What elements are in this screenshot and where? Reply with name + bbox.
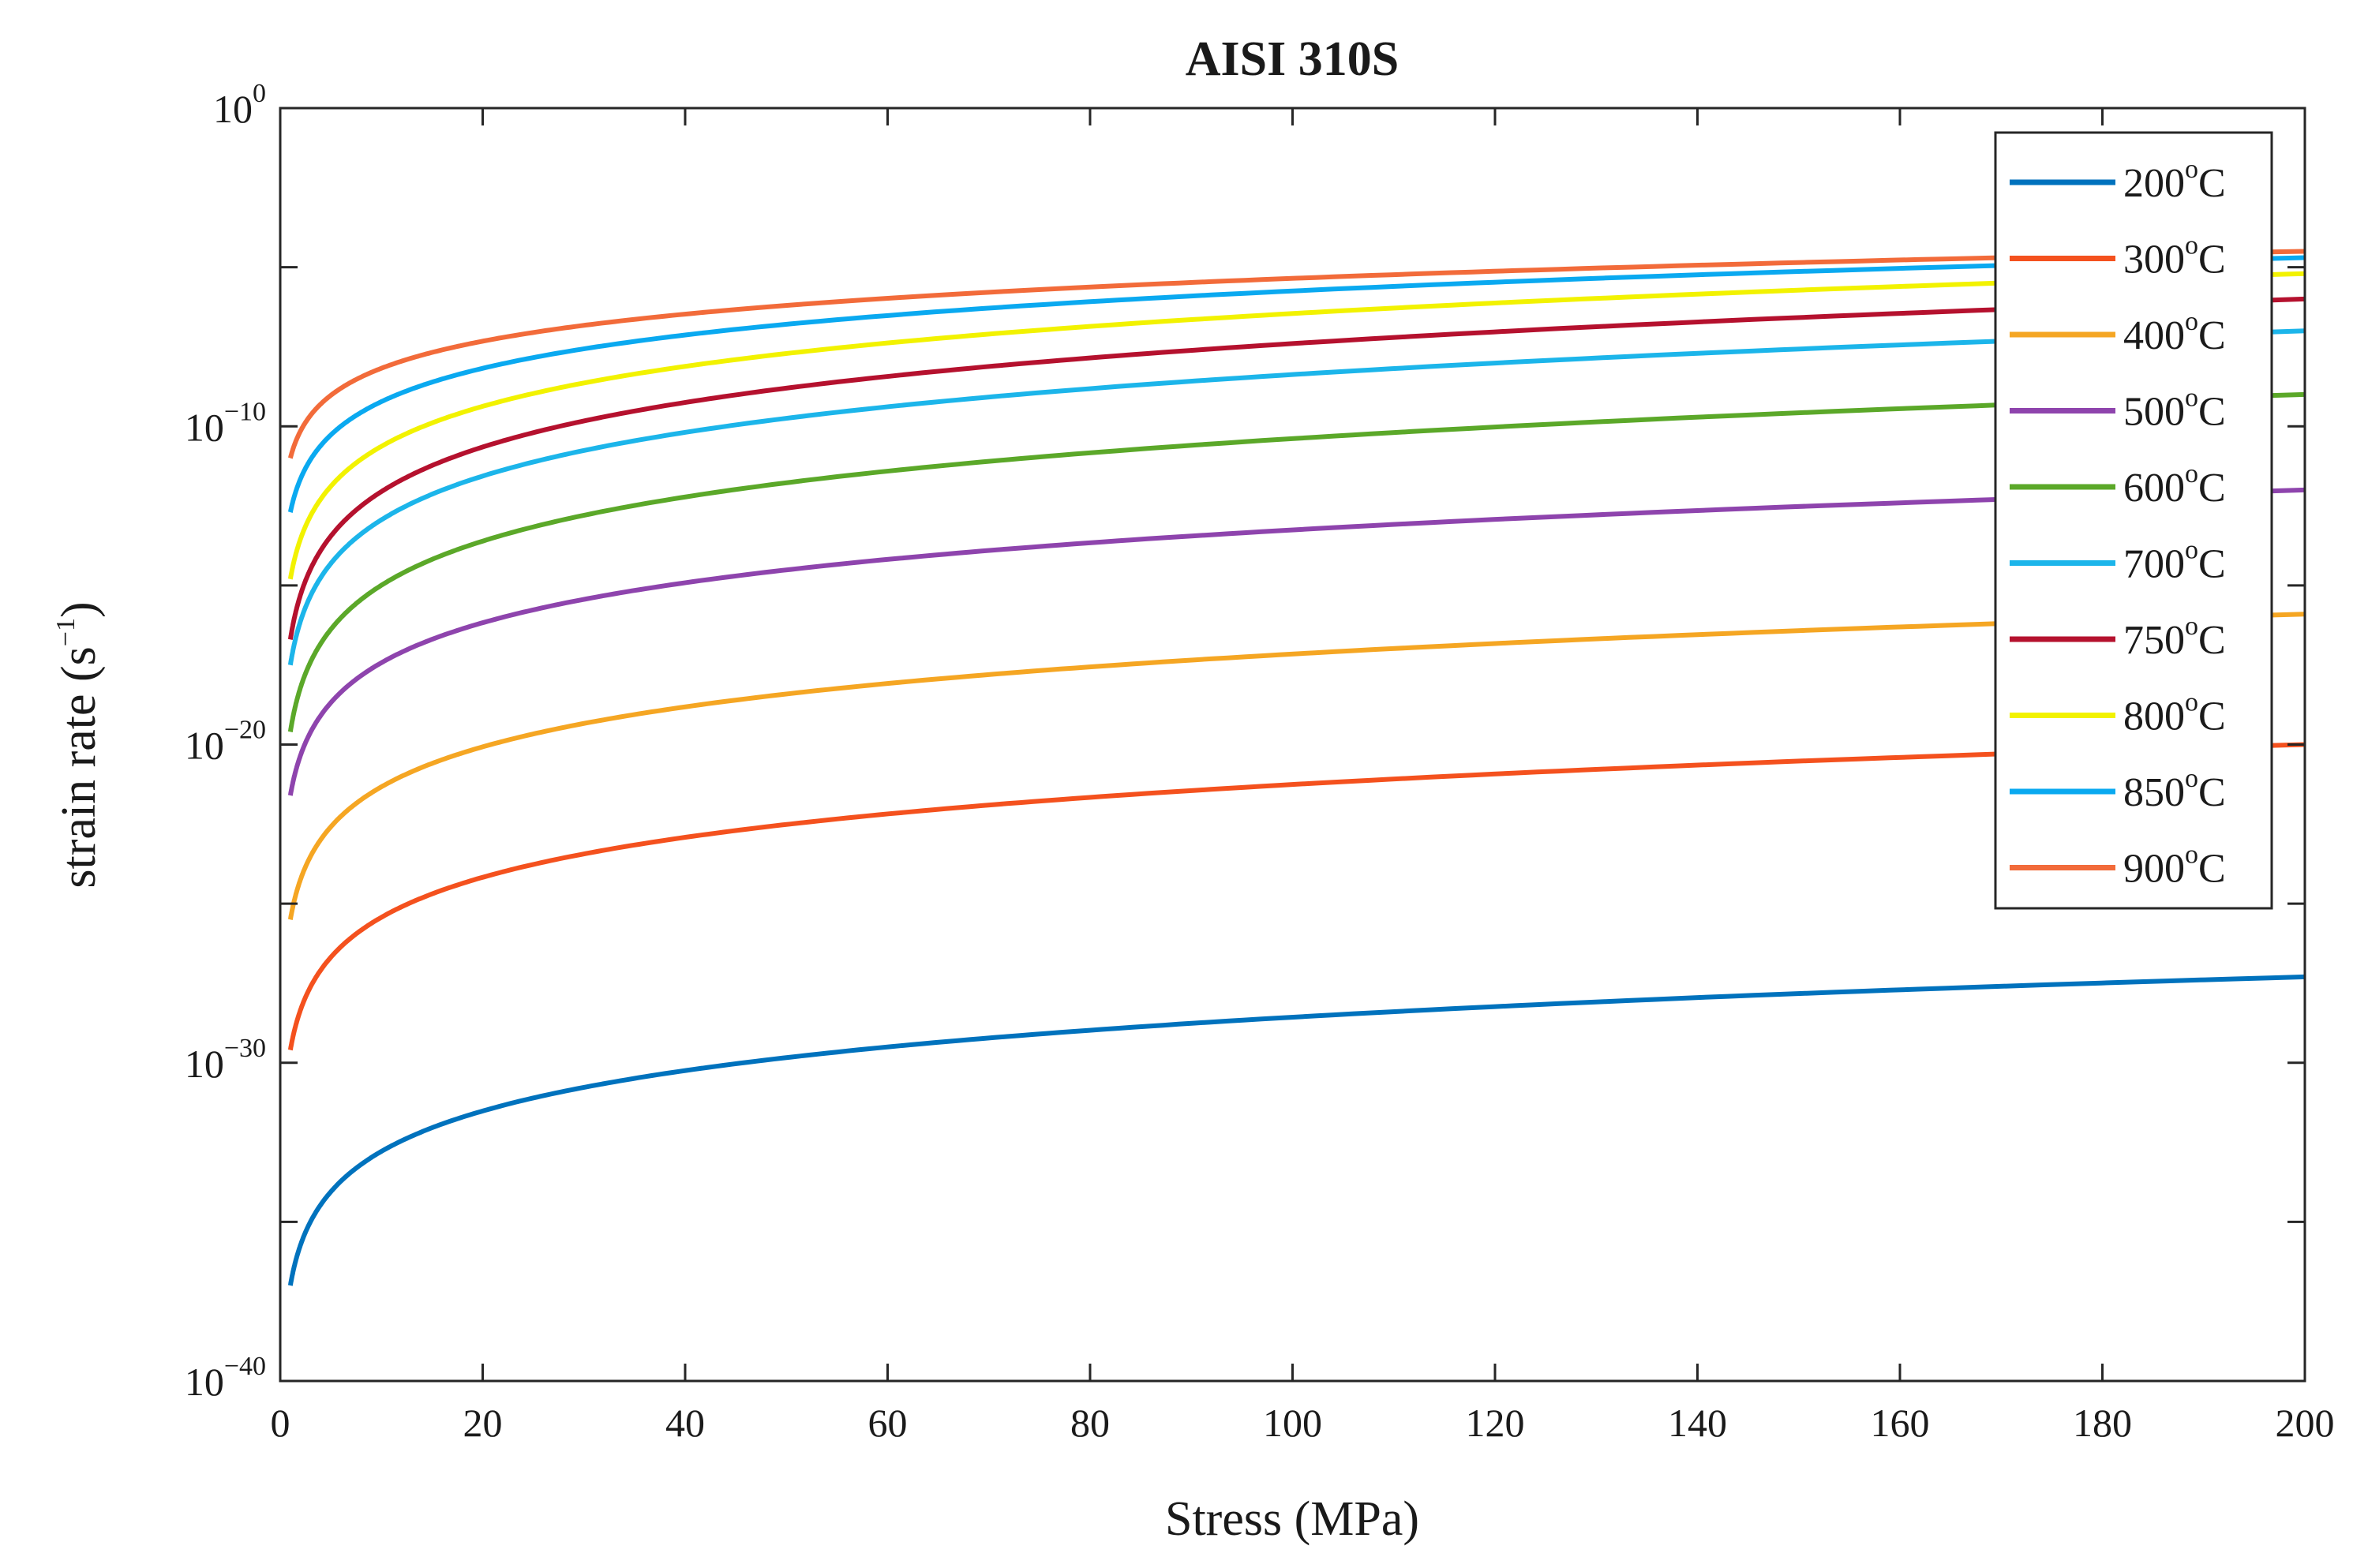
x-tick-label: 160 [1871, 1401, 1930, 1445]
legend-item-600: 600oC [2010, 459, 2226, 511]
chart-title: AISI 310S [1186, 32, 1399, 86]
legend-item-800: 800oC [2010, 688, 2226, 739]
x-tick-labels: 0 20 40 60 80 100 120 140 160 180 200 [271, 1401, 2335, 1445]
x-tick-label: 40 [665, 1401, 705, 1445]
series-line-750 [287, 296, 2306, 641]
legend-item-300: 300oC [2010, 231, 2226, 283]
y-tick-label: 10−20 [185, 716, 266, 768]
x-tick-label: 140 [1668, 1401, 1727, 1445]
legend-label: 300oC [2123, 231, 2226, 283]
series-line-200 [287, 974, 2306, 1287]
y-tick-labels: 100 10−10 10−20 10−30 10−40 [185, 79, 266, 1404]
y-tick-label: 100 [213, 79, 266, 131]
legend: 200oC 300oC 400oC 500oC 600oC 700oC 750oC 800oC… [1994, 131, 2273, 910]
series-line-800 [287, 271, 2306, 581]
legend-item-700: 700oC [2010, 536, 2226, 587]
series-line-900 [287, 249, 2306, 460]
series-line-400 [287, 612, 2306, 921]
legend-item-750: 750oC [2010, 612, 2226, 663]
x-tick-label: 0 [271, 1401, 290, 1445]
x-tick-label: 60 [868, 1401, 908, 1445]
legend-label: 700oC [2123, 536, 2226, 587]
x-tick-label: 20 [463, 1401, 503, 1445]
axis-ticks [279, 107, 2306, 1383]
series-line-850 [287, 255, 2306, 515]
y-tick-label: 10−10 [185, 397, 266, 449]
y-axis-label: strain rate (s−1) [51, 601, 106, 888]
legend-label: 600oC [2123, 459, 2226, 511]
y-tick-label: 10−30 [185, 1034, 266, 1086]
legend-label: 900oC [2123, 840, 2226, 892]
legend-label: 800oC [2123, 688, 2226, 739]
x-axis-label: Stress (MPa) [1165, 1492, 1419, 1546]
legend-box [1994, 131, 2273, 910]
series-lines [287, 249, 2306, 1287]
legend-label: 200oC [2123, 155, 2226, 206]
legend-label: 500oC [2123, 384, 2226, 435]
series-line-300 [287, 742, 2306, 1052]
series-line-600 [287, 391, 2306, 733]
legend-item-400: 400oC [2010, 307, 2226, 358]
x-tick-label: 180 [2073, 1401, 2132, 1445]
x-tick-label: 80 [1070, 1401, 1110, 1445]
x-tick-label: 100 [1263, 1401, 1322, 1445]
legend-label: 850oC [2123, 764, 2226, 815]
series-line-700 [287, 328, 2306, 667]
y-tick-label: 10−40 [185, 1352, 266, 1404]
legend-item-200: 200oC [2010, 155, 2226, 206]
legend-item-500: 500oC [2010, 384, 2226, 435]
x-tick-label: 200 [2276, 1401, 2335, 1445]
legend-label: 750oC [2123, 612, 2226, 663]
x-tick-label: 120 [1466, 1401, 1525, 1445]
legend-label: 400oC [2123, 307, 2226, 358]
legend-item-850: 850oC [2010, 764, 2226, 815]
legend-item-900: 900oC [2010, 840, 2226, 892]
series-line-500 [287, 487, 2306, 797]
